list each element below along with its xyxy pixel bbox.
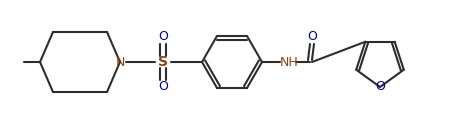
Text: N: N: [115, 56, 124, 68]
Text: O: O: [158, 30, 168, 44]
Text: S: S: [158, 55, 168, 69]
Text: O: O: [307, 30, 317, 44]
Text: O: O: [375, 80, 385, 94]
Text: O: O: [158, 80, 168, 94]
Text: NH: NH: [280, 56, 299, 68]
